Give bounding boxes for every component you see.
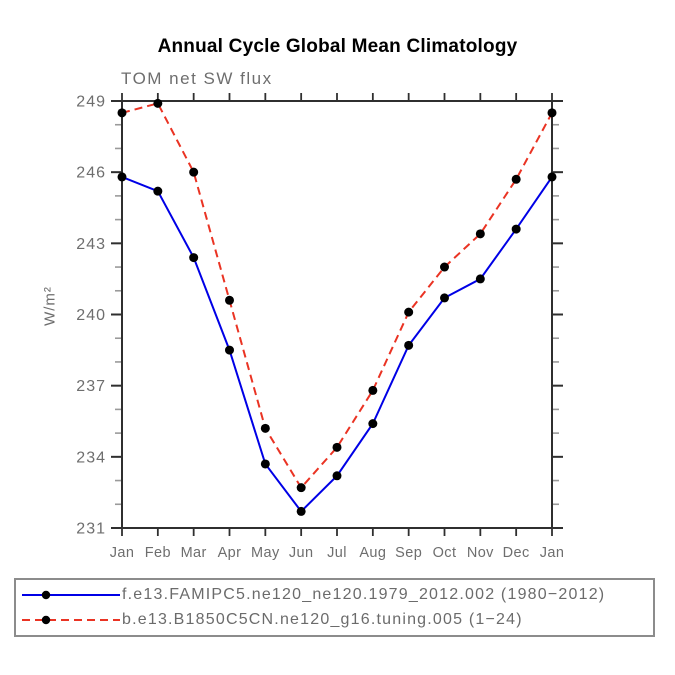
legend-series-label: f.e13.FAMIPC5.ne120_ne120.1979_2012.002 … [122,586,606,603]
x-axis-tick-label: Jun [289,545,314,561]
data-point-marker [547,108,557,118]
x-axis-tick-label: Sep [395,545,422,561]
axis-frame [121,100,553,529]
legend-box: f.e13.FAMIPC5.ne120_ne120.1979_2012.002 … [14,578,655,637]
x-axis-tick-label: Jan [110,545,135,561]
data-point-marker [475,229,485,239]
legend-line-sample [22,590,120,600]
legend-item: b.e13.B1850C5CN.ne120_g16.tuning.005 (1−… [20,608,653,633]
legend-series-label: b.e13.B1850C5CN.ne120_g16.tuning.005 (1−… [122,611,523,628]
data-point-marker [153,186,163,196]
plot-area: 231 234 237 240 243 246 249 Jan Feb Mar Apr May Jun J… [76,93,565,561]
x-axis-tick-label: Apr [218,545,242,561]
data-point-marker [511,224,521,234]
legend-sample-marker [41,590,51,600]
data-point-marker [368,385,378,395]
chart-title: Annual Cycle Global Mean Climatology [157,36,518,57]
chart-subtitle: TOM net SW flux [121,69,273,88]
data-point-marker [332,442,342,452]
y-axis-tick-label: 243 [76,236,106,253]
data-point-marker [296,483,306,493]
x-axis-tick-label: Feb [145,545,171,561]
data-point-marker [117,108,127,118]
x-axis-tick-label: Jan [540,545,565,561]
x-axis-tick-label: Mar [181,545,207,561]
data-point-marker [404,340,414,350]
data-point-marker [440,262,449,272]
data-point-marker [225,345,234,355]
data-point-marker [260,423,270,433]
legend-sample-marker [41,615,51,625]
data-point-marker [260,459,270,469]
y-axis-tick-label: 246 [76,165,106,182]
data-point-marker [332,471,342,481]
legend-line-sample [22,615,120,625]
x-axis-tick-label: Dec [503,545,530,561]
data-point-marker [153,98,163,108]
y-axis-tick-label: 234 [76,449,106,466]
data-point-marker [189,253,199,263]
x-axis-tick-label: Nov [467,545,494,561]
series-line [121,175,553,513]
y-axis-tick-label: 237 [76,378,106,395]
data-point-marker [547,172,557,182]
series-line [121,102,553,490]
data-point-marker [475,274,485,284]
x-axis-tick-label: May [251,545,280,561]
x-axis-tick-label: Oct [433,545,457,561]
data-point-marker [368,419,378,429]
data-point-marker [440,293,449,303]
data-point-marker [511,174,521,184]
data-point-marker [189,167,199,177]
data-point-marker [296,506,306,516]
y-axis-tick-label: 240 [76,307,106,324]
data-point-marker [225,295,234,305]
y-axis-tick-label: 249 [76,94,106,111]
data-point-marker [404,307,414,317]
data-point-marker [117,172,127,182]
legend-item: f.e13.FAMIPC5.ne120_ne120.1979_2012.002 … [20,583,653,608]
x-axis-tick-label: Aug [359,545,386,561]
y-axis-tick-label: 231 [76,521,106,538]
x-axis-tick-label: Jul [327,545,347,561]
